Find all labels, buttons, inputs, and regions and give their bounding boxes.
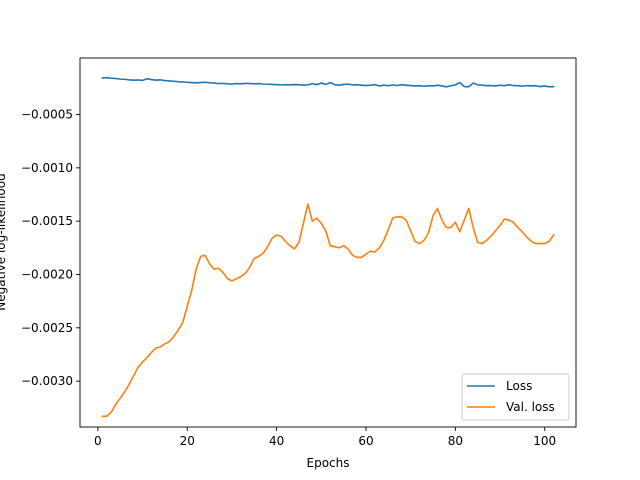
x-tick-label: 40 [269, 434, 284, 448]
x-tick-label: 60 [358, 434, 373, 448]
y-tick-label: −0.0015 [21, 214, 73, 228]
x-axis-label: Epochs [307, 456, 350, 470]
series-line-val-loss [101, 203, 555, 418]
y-axis-ticks: −0.0005 −0.0010 −0.0015 −0.0020 −0.0025 −0.00… [21, 108, 80, 388]
y-tick-label: −0.0005 [21, 108, 73, 122]
y-tick-label: −0.0030 [21, 374, 73, 388]
x-tick-label: 100 [533, 434, 556, 448]
y-tick-label: −0.0010 [21, 161, 73, 175]
x-tick-label: 20 [180, 434, 195, 448]
y-tick-label: −0.0020 [21, 267, 73, 281]
plot-area [79, 57, 577, 428]
axes-frame [79, 57, 577, 428]
x-axis-ticks: 0 20 40 60 80 100 [94, 427, 556, 448]
y-axis-label: Negative log-likelihood [0, 173, 8, 310]
legend-label-loss: Loss [506, 379, 532, 393]
x-tick-label: 0 [94, 434, 102, 448]
y-tick-label: −0.0025 [21, 321, 73, 335]
x-tick-label: 80 [448, 434, 463, 448]
legend-label-val-loss: Val. loss [506, 400, 555, 414]
legend: Loss Val. loss [461, 373, 570, 421]
series-line-loss [101, 76, 555, 88]
